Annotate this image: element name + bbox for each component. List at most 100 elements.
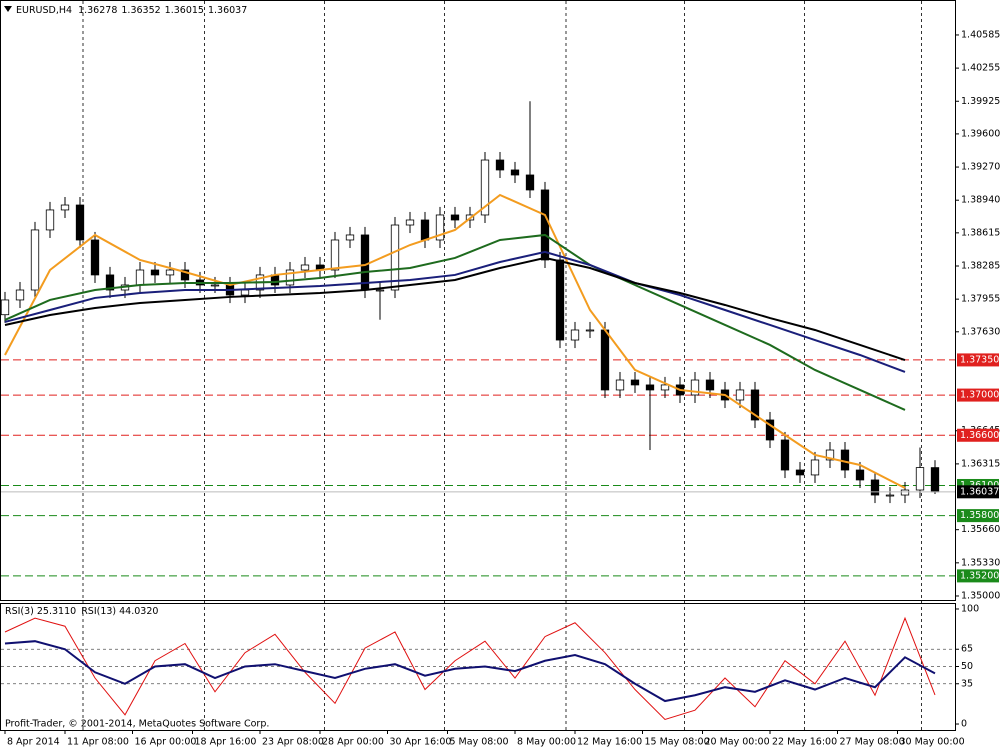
chart-header: EURUSD,H4 1.36278 1.36352 1.36015 1.36037 [16, 5, 247, 16]
candle-body [570, 329, 580, 341]
candle-body [915, 467, 925, 491]
high-price: 1.36352 [121, 5, 160, 16]
candle-body [345, 234, 355, 241]
candle-body [795, 469, 805, 476]
x-tick-label: 22 May 16:00 [772, 737, 837, 748]
y-tick-label: 1.36315 [961, 458, 1000, 469]
rsi-value: 44.0320 [119, 606, 158, 617]
candle-body [450, 214, 460, 221]
x-tick-label: 8 May 00:00 [517, 737, 576, 748]
rsi-line [4, 640, 936, 703]
candle-body [705, 379, 715, 391]
y-tick-label: 0 [961, 719, 967, 730]
level-label: 1.37350 [960, 354, 999, 365]
candle-body [180, 269, 190, 281]
x-tick-label: 18 Apr 16:00 [194, 737, 256, 748]
candle-body [375, 289, 385, 292]
x-tick-label: 11 Apr 08:00 [67, 737, 129, 748]
y-tick-label: 1.38615 [961, 227, 1000, 238]
level-label: 1.36600 [960, 430, 999, 441]
rsi-line [4, 616, 936, 720]
candle-body [0, 299, 10, 316]
candle-body [165, 269, 175, 276]
candle-body [360, 234, 370, 291]
main-frame [0, 0, 956, 601]
candle-body [810, 459, 820, 476]
moving-average [4, 256, 906, 361]
candle-body [300, 264, 310, 271]
candle-body [645, 384, 655, 391]
candle-body [510, 169, 520, 176]
bid-box [957, 485, 999, 499]
close-price: 1.36037 [208, 5, 247, 16]
x-tick-label: 30 May 00:00 [900, 737, 965, 748]
candle-body [75, 204, 85, 241]
x-tick-label: 16 Apr 00:00 [134, 737, 196, 748]
rsi-name: RSI(3) [5, 606, 34, 617]
candle-body [420, 219, 430, 241]
x-tick-label: 27 May 08:00 [840, 737, 905, 748]
candle-body [150, 269, 160, 276]
candle-body [135, 269, 145, 286]
y-tick-label: 1.35330 [961, 557, 1000, 568]
y-tick-label: 65 [961, 644, 973, 655]
candle-body [480, 159, 490, 216]
y-tick-label: 50 [961, 661, 973, 672]
candle-body [750, 389, 760, 421]
rsi-name: RSI(13) [81, 606, 116, 617]
y-tick-label: 1.40585 [961, 29, 1000, 40]
level-box [957, 388, 999, 402]
candle-body [45, 209, 55, 231]
candle-body [855, 469, 865, 481]
y-tick-label: 1.35000 [961, 590, 1000, 601]
candle-body [60, 204, 70, 211]
y-tick-label: 1.38940 [961, 195, 1000, 206]
x-tick-label: 5 May 08:00 [449, 737, 508, 748]
candle-body [405, 219, 415, 226]
candle-body [825, 449, 835, 461]
candle-body [390, 224, 400, 291]
candle-body [630, 379, 640, 386]
x-tick-label: 15 May 08:00 [645, 737, 710, 748]
candle-body [870, 479, 880, 496]
candle-body [495, 159, 505, 171]
candle-body [210, 284, 220, 287]
candle-body [30, 229, 40, 291]
moving-average [4, 233, 906, 411]
level-box [957, 428, 999, 442]
y-tick-label: 35 [961, 678, 973, 689]
candle-body [105, 274, 115, 291]
moving-average [4, 193, 906, 489]
candle-body [435, 214, 445, 241]
candle-body [600, 329, 610, 391]
candle-body [90, 239, 100, 276]
y-tick-label: 1.40255 [961, 63, 1000, 74]
candle-body [735, 389, 745, 401]
candle-body [615, 379, 625, 391]
candle-body [765, 419, 775, 441]
x-tick-label: 20 May 00:00 [705, 737, 770, 748]
y-tick-label: 1.37630 [961, 326, 1000, 337]
open-price: 1.36278 [78, 5, 117, 16]
bid-label: 1.36037 [960, 486, 999, 497]
y-tick-label: 1.37955 [961, 294, 1000, 305]
low-price: 1.36015 [165, 5, 204, 16]
candle-body [555, 259, 565, 341]
x-tick-label: 23 Apr 08:00 [262, 737, 324, 748]
level-label: 1.35800 [960, 510, 999, 521]
y-tick-label: 1.38285 [961, 260, 1000, 271]
y-tick-label: 1.39925 [961, 96, 1000, 107]
candle-body [690, 379, 700, 396]
candle-body [240, 289, 250, 296]
candle-body [660, 384, 670, 391]
rsi-value: 25.3110 [37, 606, 76, 617]
x-tick-label: 8 Apr 2014 [7, 737, 60, 748]
rsi-header: RSI(3) 25.3110 RSI(13) 44.0320 [5, 606, 158, 617]
candle-body [780, 439, 790, 471]
symbol: EURUSD,H4 [16, 5, 72, 16]
candle-body [525, 174, 535, 191]
y-tick-label: 100 [961, 603, 979, 614]
menu-arrow[interactable] [4, 6, 12, 12]
candle-body [15, 289, 25, 301]
